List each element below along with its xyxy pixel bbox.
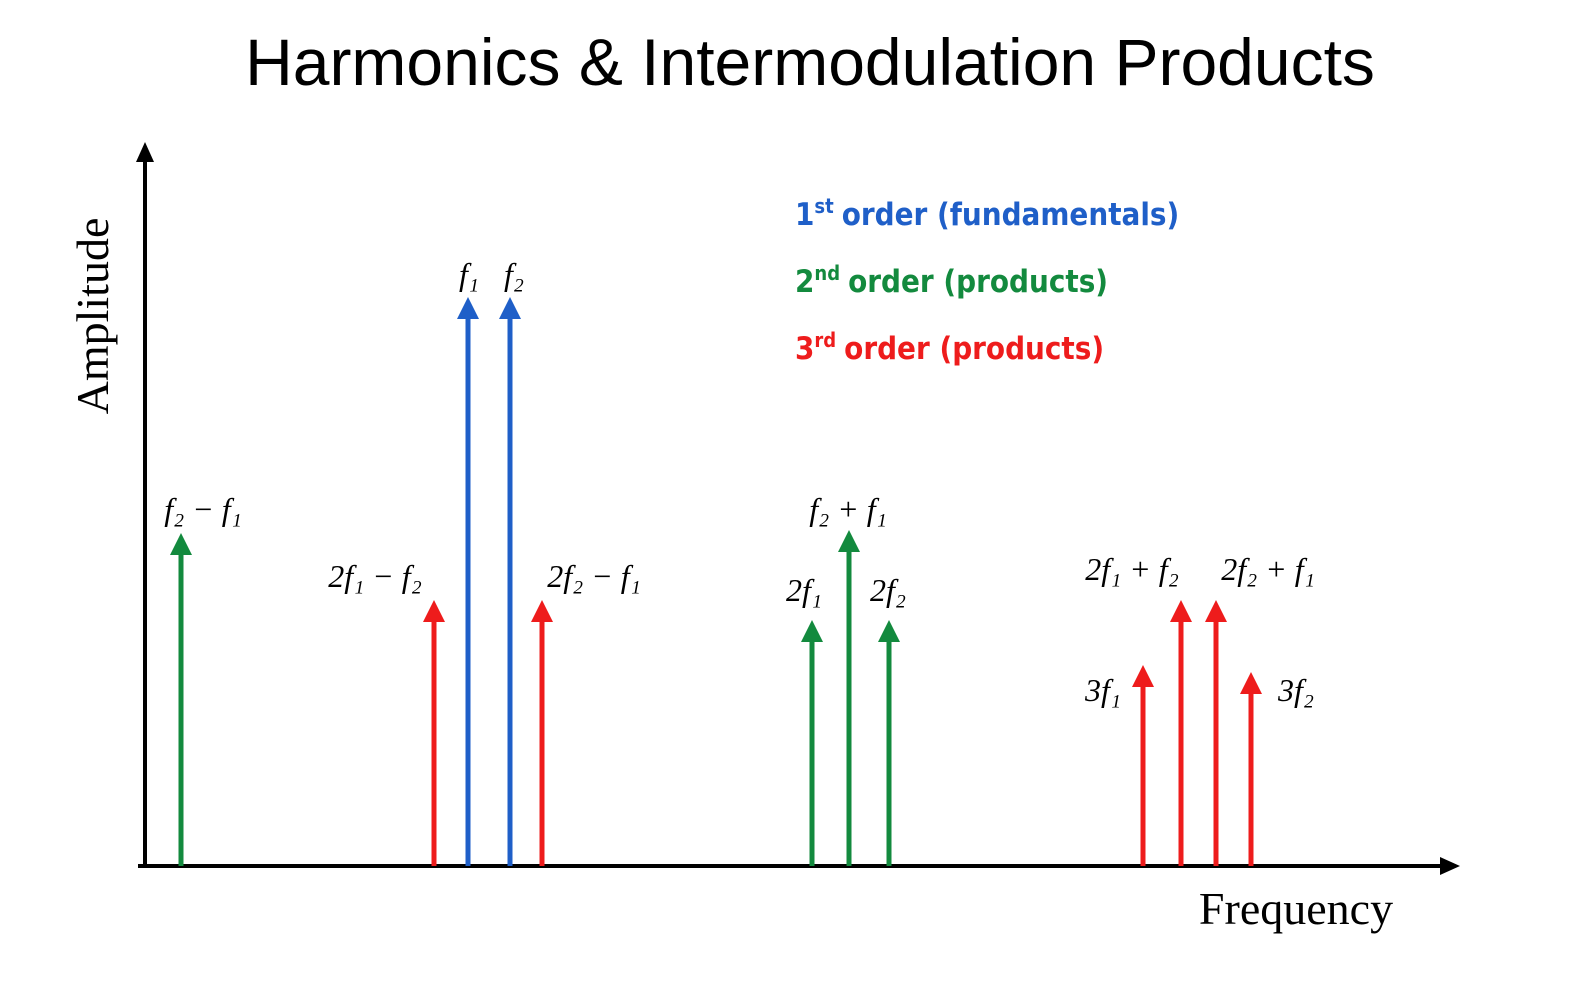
legend-entry: 3rd order (products) bbox=[795, 328, 1104, 367]
arrow-head bbox=[457, 297, 479, 319]
y-axis-arrow bbox=[136, 142, 154, 162]
arrow-label: f₂ + f₁ bbox=[809, 491, 887, 527]
arrow-head bbox=[878, 620, 900, 642]
legend-number: 2 bbox=[795, 264, 814, 300]
arrow-head bbox=[1132, 665, 1154, 687]
arrow-head bbox=[1205, 600, 1227, 622]
x-axis-arrow bbox=[1440, 857, 1460, 875]
legend-suffix: nd bbox=[814, 261, 840, 285]
title: Harmonics & Intermodulation Products bbox=[245, 25, 1375, 99]
arrow-label: 3f₁ bbox=[1084, 672, 1121, 708]
legend-text: order (products) bbox=[848, 264, 1108, 300]
arrow-label: f₁ bbox=[459, 256, 479, 292]
arrow-head bbox=[423, 600, 445, 622]
legend-text: order (products) bbox=[844, 331, 1104, 367]
legend-suffix: st bbox=[814, 194, 834, 218]
legend-entry: 1st order (fundamentals) bbox=[795, 194, 1179, 233]
arrow-label: 2f₂ bbox=[870, 572, 906, 608]
arrow-head bbox=[801, 620, 823, 642]
legend-suffix: rd bbox=[814, 328, 836, 352]
legend-number: 1 bbox=[795, 197, 814, 233]
arrow-label: 2f₂ − f₁ bbox=[547, 558, 641, 594]
arrow-head bbox=[1240, 672, 1262, 694]
arrow-label: 2f₂ + f₁ bbox=[1221, 551, 1315, 587]
arrow-head bbox=[499, 297, 521, 319]
legend-number: 3 bbox=[795, 331, 814, 367]
arrow-label: f₂ bbox=[504, 256, 524, 292]
legend-entry: 2nd order (products) bbox=[795, 261, 1108, 300]
arrow-label: 2f₁ − f₂ bbox=[328, 558, 422, 594]
y-axis-label: Amplitude bbox=[67, 218, 118, 415]
x-axis-label: Frequency bbox=[1199, 883, 1393, 934]
legend-text: order (fundamentals) bbox=[842, 197, 1180, 233]
arrow-label: 2f₁ bbox=[786, 572, 822, 608]
arrow-head bbox=[1170, 600, 1192, 622]
arrow-head bbox=[838, 530, 860, 552]
arrow-label: f₂ − f₁ bbox=[164, 491, 242, 527]
arrows: f₂ − f₁ 2f₁ − f₂ f₁ f₂ 2f₂ − f₁ 2f₁ f₂ + f₁ 2f₂… bbox=[164, 256, 1315, 866]
arrow-head bbox=[531, 600, 553, 622]
arrow-head bbox=[170, 533, 192, 555]
arrow-label: 3f₂ bbox=[1277, 672, 1314, 708]
arrow-label: 2f₁ + f₂ bbox=[1085, 551, 1179, 587]
legend: 1st order (fundamentals) 2nd order (product… bbox=[795, 194, 1179, 367]
